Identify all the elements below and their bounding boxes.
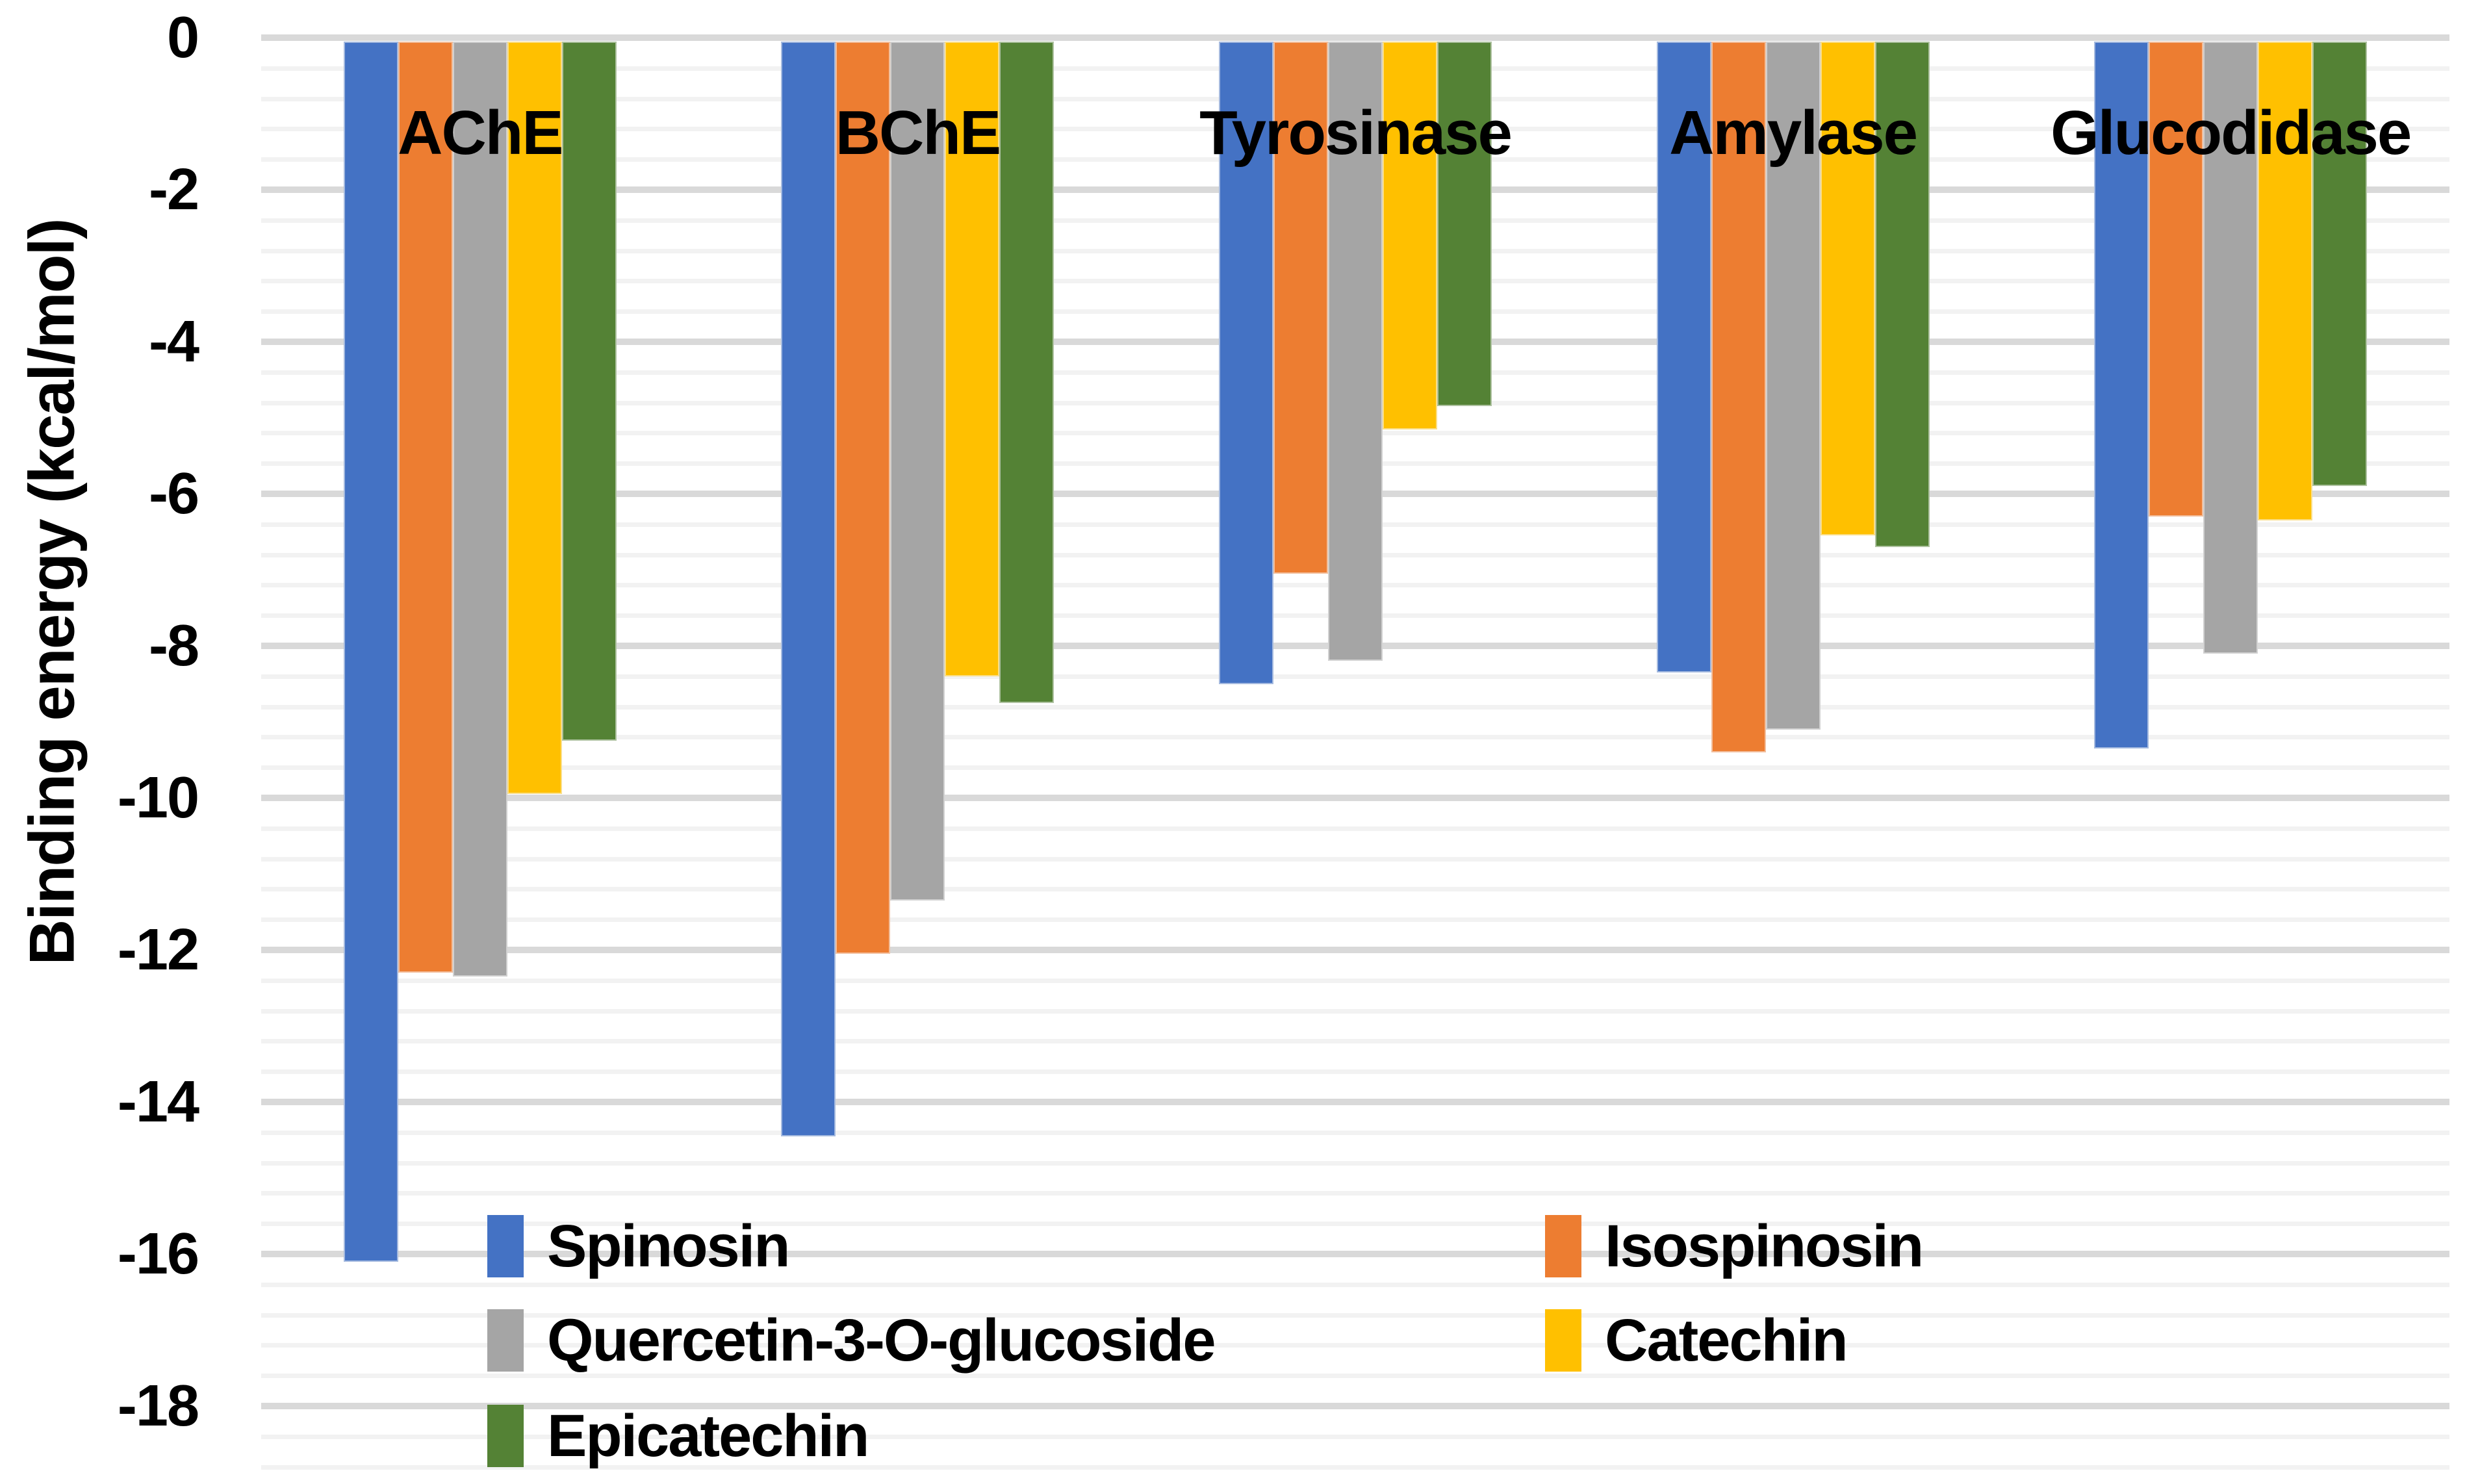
bar-spinosin-tyrosinase [1219, 42, 1273, 684]
y-tick-label: -18 [117, 1374, 199, 1439]
minor-gridline [261, 1282, 2449, 1287]
category-label-ache: AChE [398, 98, 563, 168]
minor-gridline [261, 1160, 2449, 1166]
bar-quercetin-3-o-glucoside-ache [452, 42, 507, 977]
legend-color-swatch-icon [1545, 1309, 1581, 1372]
minor-gridline [261, 826, 2449, 831]
legend-label: Catechin [1605, 1307, 1848, 1374]
y-tick-label: -2 [148, 157, 199, 222]
minor-gridline [261, 1374, 2449, 1379]
minor-gridline [261, 1312, 2449, 1318]
y-tick-label: -14 [117, 1069, 199, 1134]
category-label-amylase: Amylase [1669, 98, 1918, 168]
bar-quercetin-3-o-glucoside-glucodidase [2203, 42, 2258, 654]
bar-spinosin-amylase [1656, 42, 1711, 672]
category-label-bche: BChE [835, 98, 1001, 168]
major-gridline [261, 947, 2449, 953]
legend-label: Isospinosin [1605, 1213, 1924, 1279]
bar-epicatechin-ache [561, 42, 617, 741]
legend-label: Spinosin [547, 1213, 790, 1279]
bar-isospinosin-glucodidase [2149, 42, 2204, 517]
minor-gridline [261, 887, 2449, 892]
bar-epicatechin-amylase [1874, 42, 1930, 547]
y-tick-label: -8 [148, 613, 199, 678]
bar-quercetin-3-o-glucoside-amylase [1765, 42, 1821, 730]
bar-isospinosin-tyrosinase [1273, 42, 1328, 574]
bar-spinosin-bche [781, 42, 836, 1136]
minor-gridline [261, 735, 2449, 740]
y-tick-label: -12 [117, 917, 199, 982]
y-axis-title: Binding energy (kcal/mol) [16, 219, 88, 966]
minor-gridline [261, 856, 2449, 862]
bar-spinosin-ache [343, 42, 398, 1262]
legend-color-swatch-icon [487, 1309, 524, 1372]
category-label-glucodidase: Glucodidase [2051, 98, 2412, 168]
minor-gridline [261, 1008, 2449, 1014]
legend-color-swatch-icon [487, 1405, 524, 1467]
minor-gridline [261, 1343, 2449, 1348]
y-tick-label: -6 [148, 461, 199, 526]
minor-gridline [261, 765, 2449, 771]
bar-isospinosin-bche [836, 42, 891, 954]
legend-color-swatch-icon [487, 1215, 524, 1277]
y-tick-label: -16 [117, 1222, 199, 1286]
bar-catechin-glucodidase [2258, 42, 2313, 520]
bar-quercetin-3-o-glucoside-bche [890, 42, 945, 901]
bar-epicatechin-bche [999, 42, 1055, 703]
major-gridline [261, 1099, 2449, 1105]
bar-catechin-amylase [1820, 42, 1875, 536]
minor-gridline [261, 1465, 2449, 1470]
legend-label: Epicatechin [547, 1403, 869, 1469]
bar-quercetin-3-o-glucoside-tyrosinase [1328, 42, 1383, 661]
minor-gridline [261, 978, 2449, 983]
bar-catechin-bche [945, 42, 1000, 676]
minor-gridline [261, 1222, 2449, 1227]
minor-gridline [261, 1039, 2449, 1044]
minor-gridline [261, 1434, 2449, 1439]
legend-label: Quercetin-3-O-glucoside [547, 1307, 1216, 1374]
major-gridline [261, 1251, 2449, 1257]
bar-epicatechin-glucodidase [2312, 42, 2368, 487]
minor-gridline [261, 1191, 2449, 1196]
major-gridline [261, 1403, 2449, 1409]
minor-gridline [261, 917, 2449, 923]
y-tick-label: 0 [166, 5, 199, 70]
minor-gridline [261, 704, 2449, 710]
bar-catechin-ache [507, 42, 562, 795]
minor-gridline [261, 1069, 2449, 1075]
bar-spinosin-glucodidase [2094, 42, 2149, 748]
minor-gridline [261, 1130, 2449, 1135]
major-gridline [261, 795, 2449, 801]
legend-color-swatch-icon [1545, 1215, 1581, 1277]
bar-isospinosin-amylase [1711, 42, 1766, 752]
bar-isospinosin-ache [398, 42, 453, 973]
bar-catechin-tyrosinase [1383, 42, 1437, 429]
y-tick-label: -4 [148, 309, 199, 374]
major-gridline [261, 34, 2449, 41]
y-tick-label: -10 [117, 765, 199, 830]
minor-gridline [261, 674, 2449, 679]
bar-epicatechin-tyrosinase [1437, 42, 1492, 407]
category-label-tyrosinase: Tyrosinase [1199, 98, 1513, 168]
